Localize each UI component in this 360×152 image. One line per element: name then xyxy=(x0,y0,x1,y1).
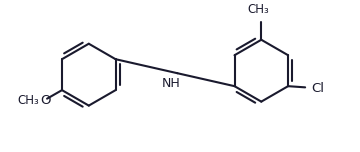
Text: CH₃: CH₃ xyxy=(247,3,269,16)
Text: NH: NH xyxy=(162,77,181,90)
Text: Cl: Cl xyxy=(311,82,324,95)
Text: O: O xyxy=(40,94,50,107)
Text: CH₃: CH₃ xyxy=(17,94,39,107)
